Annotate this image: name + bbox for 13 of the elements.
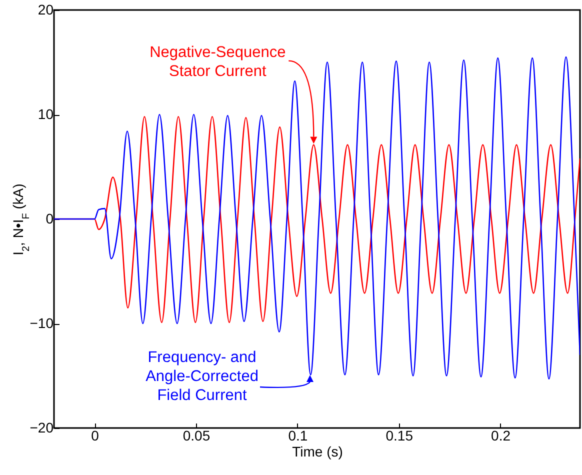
x-tick-label: 0.1 [288, 428, 308, 444]
y-tick-label: 10 [38, 106, 54, 122]
x-axis-title: Time (s) [292, 444, 343, 460]
annotation: Negative-Sequence Stator Current [150, 44, 286, 80]
y-tick-label: −10 [30, 315, 54, 331]
y-tick-label: 20 [38, 2, 54, 18]
x-tick-label: 0 [91, 428, 100, 444]
annotation: Frequency- and Angle-Corrected Field Current [146, 349, 258, 404]
x-tick-label: 0.05 [182, 428, 210, 444]
x-tick-label: 0.15 [386, 428, 414, 444]
y-tick-label: −20 [30, 420, 54, 436]
x-tick-label: 0.2 [491, 428, 511, 444]
y-tick-label: 0 [46, 210, 54, 226]
